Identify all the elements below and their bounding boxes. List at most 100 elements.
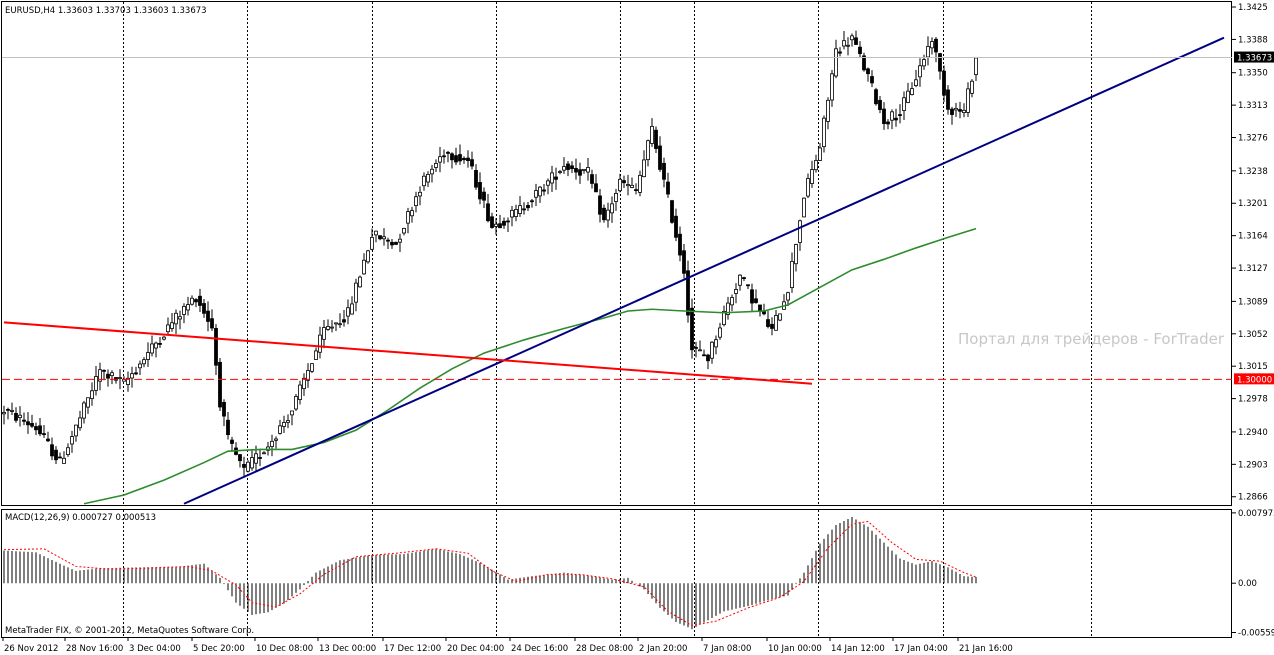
candle — [138, 360, 142, 375]
macd-tick-label: 0.007975 — [1238, 509, 1274, 519]
candle — [498, 214, 502, 229]
candle — [162, 335, 166, 341]
candle — [534, 183, 538, 207]
trend-line-blue[interactable] — [183, 36, 1225, 505]
candle — [570, 161, 574, 173]
y-tick-label: 1.3201 — [1238, 199, 1268, 209]
candle — [954, 102, 958, 118]
candle — [262, 451, 266, 455]
symbol-info: EURUSD,H4 1.33603 1.33703 1.33603 1.3367… — [5, 6, 207, 16]
candle — [62, 451, 66, 464]
candle — [226, 411, 230, 440]
candle — [690, 298, 694, 359]
candle — [790, 252, 794, 293]
candle — [286, 414, 290, 429]
candle — [378, 235, 382, 241]
x-tick-label: 13 Dec 00:00 — [319, 644, 376, 654]
candle — [886, 119, 890, 130]
candle — [658, 136, 662, 172]
candle — [818, 143, 822, 161]
candle — [746, 284, 750, 290]
y-tick-label: 1.3350 — [1238, 69, 1268, 79]
candle — [610, 196, 614, 223]
vertical-grid-macd — [123, 510, 1092, 637]
candle — [370, 228, 374, 251]
candle — [714, 335, 718, 355]
candle — [314, 347, 318, 360]
candle — [350, 296, 354, 315]
candle — [82, 400, 86, 424]
y-tick-label: 1.3313 — [1238, 101, 1268, 111]
candle — [590, 169, 594, 189]
candle — [778, 313, 782, 322]
candle — [354, 278, 358, 312]
trend-line-red[interactable] — [3, 321, 813, 385]
candle — [834, 39, 838, 79]
candle — [642, 150, 646, 178]
candle — [482, 187, 486, 209]
candle — [890, 109, 894, 130]
candle — [694, 341, 698, 358]
candle — [470, 151, 474, 170]
macd-signal-line — [3, 520, 977, 627]
candle — [602, 204, 606, 223]
candle — [46, 431, 50, 442]
candle — [362, 253, 366, 275]
x-tick-label: 17 Dec 12:00 — [384, 644, 441, 654]
candle — [618, 173, 622, 193]
candle — [606, 202, 610, 228]
candle — [218, 357, 222, 411]
candle — [26, 412, 30, 434]
candle — [962, 103, 966, 118]
candle — [490, 212, 494, 229]
candle — [186, 296, 190, 316]
candle — [222, 399, 226, 427]
candle — [550, 165, 554, 192]
candle — [126, 371, 130, 392]
candle — [474, 164, 478, 190]
candle — [702, 349, 706, 357]
macd-pane: MACD(12,26,9) 0.000727 0.000513 MetaTrad… — [1, 509, 1232, 638]
candle — [546, 178, 550, 195]
candle — [50, 437, 54, 461]
candle — [646, 139, 650, 167]
candle — [562, 157, 566, 174]
candle — [850, 33, 854, 47]
candle — [358, 275, 362, 288]
level-tag — [1234, 373, 1274, 385]
x-tick-label: 20 Dec 04:00 — [447, 644, 504, 654]
candle — [466, 150, 470, 168]
candle — [878, 96, 882, 114]
candle — [554, 167, 558, 190]
candle — [402, 227, 406, 236]
candle — [154, 341, 158, 358]
candle — [374, 230, 378, 243]
candle — [394, 241, 398, 245]
candle — [42, 424, 46, 438]
x-tick-label: 3 Dec 04:00 — [129, 644, 181, 654]
candle — [130, 366, 134, 388]
candle — [330, 320, 334, 333]
x-tick-label: 10 Dec 08:00 — [256, 644, 313, 654]
candle — [722, 305, 726, 327]
candle — [94, 366, 98, 396]
candle — [566, 161, 570, 177]
watermark: Портал для трейдеров - ForTrader — [958, 330, 1225, 348]
x-tick-label: 26 Nov 2012 — [4, 644, 58, 654]
candle — [622, 175, 626, 188]
candle — [506, 217, 510, 232]
macd-tick-label: -0.005590 — [1238, 629, 1274, 639]
candle — [502, 217, 506, 229]
candle — [766, 310, 770, 329]
candle — [258, 448, 262, 467]
candle — [74, 424, 78, 442]
y-tick-label: 1.3388 — [1238, 35, 1268, 45]
candle — [754, 289, 758, 304]
candle — [118, 369, 122, 390]
candle — [202, 298, 206, 318]
time-axis: 26 Nov 2012 28 Nov 16:00 3 Dec 04:00 5 Dec … — [2, 637, 1013, 654]
candle — [514, 204, 518, 222]
candle — [414, 191, 418, 213]
candle — [274, 436, 278, 449]
current-price-tag — [1234, 51, 1274, 63]
